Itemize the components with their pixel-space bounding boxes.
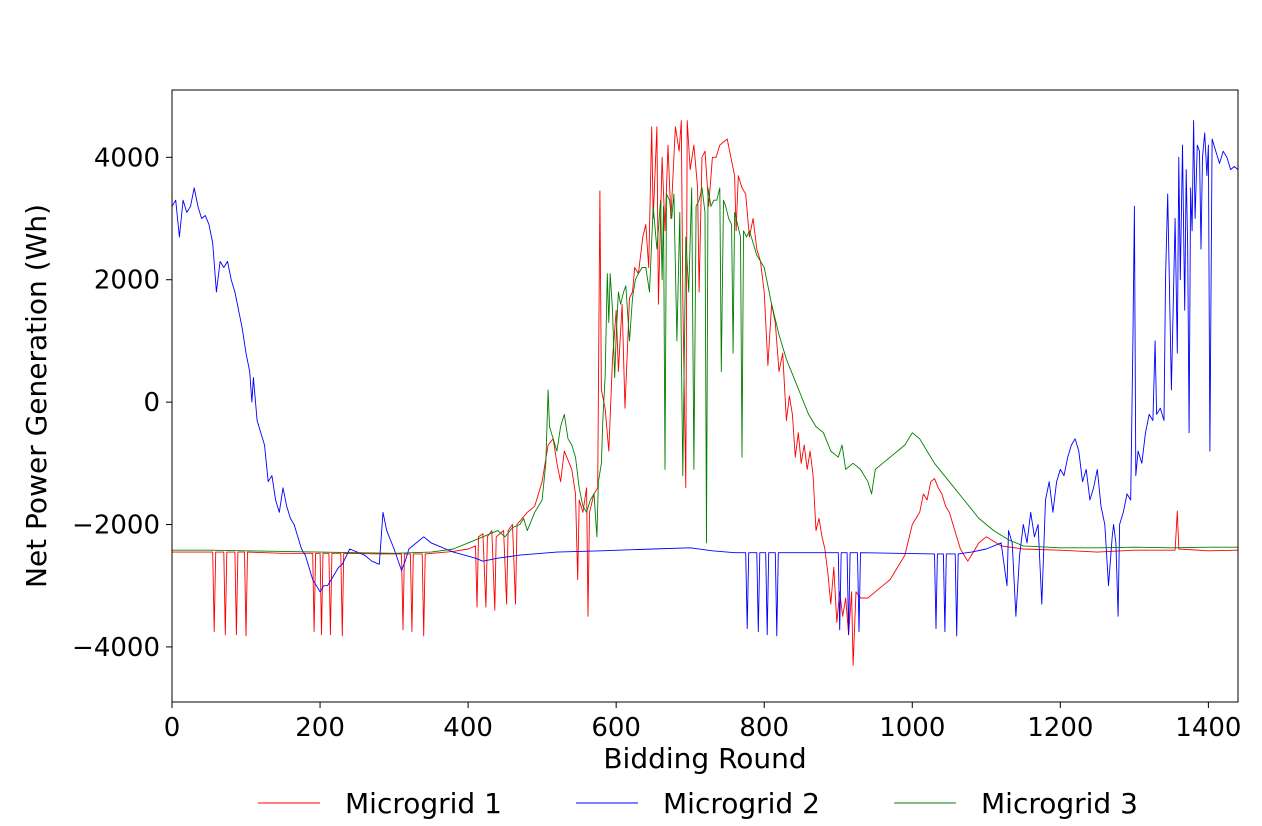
x-tick-label: 1400	[1175, 713, 1241, 743]
series-line-2	[171, 120, 1239, 637]
y-axis: −4000 −2000 0 2000 4000	[72, 143, 172, 663]
x-tick-label: 600	[591, 713, 641, 743]
x-axis: 0 200 400 600 800 1000 1200 1400	[164, 702, 1241, 743]
series-line-1	[172, 120, 1239, 666]
x-tick-label: 1200	[1027, 713, 1093, 743]
legend-label-2: Microgrid 2	[663, 787, 820, 820]
x-tick-label: 1000	[879, 713, 945, 743]
legend-label-1: Microgrid 1	[345, 787, 502, 820]
y-tick-label: 0	[143, 388, 160, 418]
y-tick-label: −4000	[72, 633, 160, 663]
plot-area-frame	[171, 89, 1239, 703]
x-tick-label: 800	[739, 713, 789, 743]
x-tick-label: 200	[295, 713, 345, 743]
y-tick-label: 2000	[94, 266, 160, 296]
y-tick-label: −2000	[72, 511, 160, 541]
series-layer	[171, 120, 1239, 666]
legend-label-3: Microgrid 3	[981, 787, 1138, 820]
y-axis-title: Net Power Generation (Wh)	[20, 204, 53, 588]
x-tick-label: 400	[443, 713, 493, 743]
x-tick-label: 0	[164, 713, 181, 743]
series-line-3	[172, 187, 1238, 554]
x-axis-title: Bidding Round	[603, 742, 806, 775]
y-tick-label: 4000	[94, 143, 160, 173]
legend: Microgrid 1 Microgrid 2 Microgrid 3	[258, 787, 1138, 820]
